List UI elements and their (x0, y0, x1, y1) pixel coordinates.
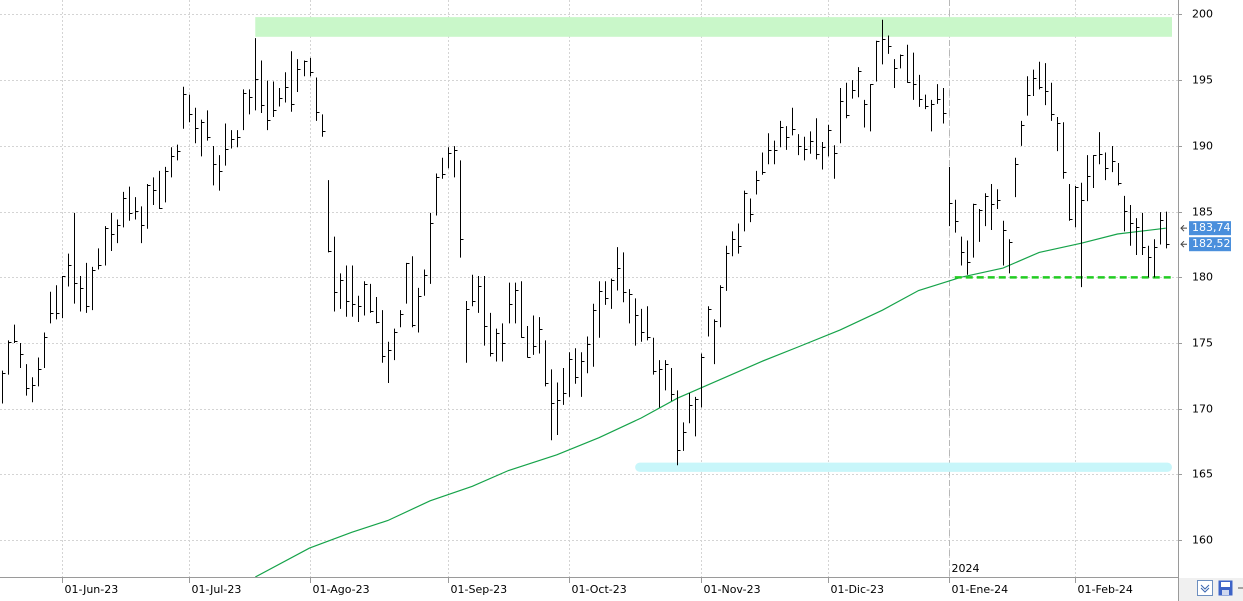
price-label: 182,52 (1192, 237, 1231, 250)
y-tick-label: 170 (1192, 403, 1213, 416)
price-label-box (1189, 237, 1231, 252)
y-tick-label: 185 (1192, 206, 1213, 219)
y-tick-label: 165 (1192, 468, 1213, 481)
y-tick-label: 200 (1192, 8, 1213, 21)
plot-area (0, 0, 1178, 577)
y-tick-label: 195 (1192, 74, 1213, 87)
y-tick-label: 180 (1192, 271, 1213, 284)
price-label: 183,74 (1192, 221, 1231, 234)
price-zone (255, 17, 1172, 37)
x-tick-label: 01-Feb-24 (1078, 583, 1133, 596)
price-pointer (1180, 224, 1187, 232)
y-tick-label: 190 (1192, 140, 1213, 153)
price-label-box (1189, 221, 1231, 236)
scroll-button[interactable] (1197, 580, 1213, 596)
x-tick-label: 01-Dic-23 (831, 583, 885, 596)
price-zone (635, 462, 1172, 472)
price-pointer (1180, 240, 1187, 248)
year-label: 2024 (952, 562, 980, 575)
x-tick-label: 01-Jul-23 (192, 583, 242, 596)
y-tick-label: 175 (1192, 337, 1213, 350)
save-button[interactable] (1218, 580, 1233, 596)
moving-average (255, 227, 1166, 577)
x-tick-label: 01-Ago-23 (313, 583, 370, 596)
x-tick-label: 01-Ene-24 (952, 583, 1009, 596)
x-tick-label: 01-Sep-23 (451, 583, 508, 596)
x-tick-label: 01-Jun-23 (65, 583, 119, 596)
y-tick-label: 160 (1192, 534, 1213, 547)
x-tick-label: 01-Oct-23 (572, 583, 627, 596)
x-tick-label: 01-Nov-23 (704, 583, 761, 596)
